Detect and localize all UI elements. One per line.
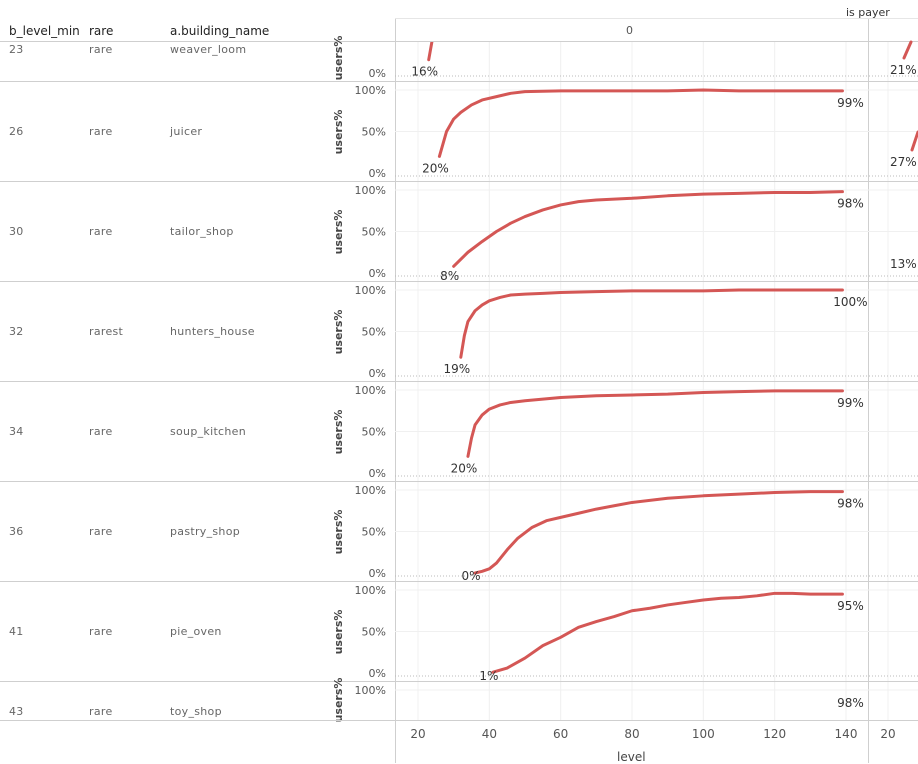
cell-rare: rare	[89, 625, 113, 638]
cell-rare: rare	[89, 425, 113, 438]
cell-building-name: tailor_shop	[170, 225, 234, 238]
cell-rare: rare	[89, 125, 113, 138]
start-value-label: 19%	[443, 362, 470, 376]
y-tick-label: 100%	[355, 684, 386, 697]
series-line-pastry_shop	[473, 490, 844, 575]
cell-level-min: 32	[9, 325, 24, 338]
y-tick-label: 50%	[362, 126, 386, 139]
cell-level-min: 41	[9, 625, 24, 638]
y-tick-label: 100%	[355, 284, 386, 297]
end-value-label: 98%	[837, 497, 864, 511]
y-tick-label: 50%	[362, 526, 386, 539]
y-tick-label: 100%	[355, 184, 386, 197]
x-axis-title: level	[617, 750, 646, 764]
y-axis-title: users%	[332, 36, 345, 81]
cell-building-name: pie_oven	[170, 625, 222, 638]
y-tick-label: 0%	[369, 67, 386, 80]
series-line-soup_kitchen	[466, 389, 844, 458]
x-tick-label: 140	[835, 727, 858, 741]
y-axis-title: users%	[332, 510, 345, 555]
cell-level-min: 43	[9, 705, 24, 718]
start-value-label: 20%	[422, 161, 449, 175]
cell-building-name: pastry_shop	[170, 525, 241, 538]
series-line-toy_shop	[625, 750, 843, 763]
start-value-label: 20%	[451, 461, 478, 475]
y-axis-title: users%	[332, 610, 345, 655]
header-pane-zero: 0	[626, 24, 633, 37]
cell-building-name: toy_shop	[170, 705, 222, 718]
series-line-juicer	[437, 88, 844, 158]
y-tick-label: 100%	[355, 84, 386, 97]
y-tick-label: 50%	[362, 626, 386, 639]
end-value-label: 98%	[837, 696, 864, 710]
header-rare[interactable]: rare	[89, 24, 114, 38]
x-tick-label: 60	[553, 727, 568, 741]
end-value-label: 99%	[837, 396, 864, 410]
cell-rare: rarest	[89, 325, 124, 338]
end-value-label: 95%	[837, 599, 864, 613]
start-value-label: 8%	[440, 269, 459, 283]
pane2-series-line	[902, 40, 913, 60]
series-line-hunters_house	[459, 288, 844, 359]
cell-building-name: hunters_house	[170, 325, 255, 338]
start-value-label: 1%	[479, 669, 498, 683]
y-tick-label: 0%	[369, 167, 386, 180]
cell-level-min: 36	[9, 525, 24, 538]
cell-level-min: 30	[9, 225, 24, 238]
cell-level-min: 34	[9, 425, 24, 438]
cell-building-name: weaver_loom	[170, 43, 247, 56]
pane2-value-label: 27%	[890, 155, 917, 169]
x-tick-label-pane2: 20	[880, 727, 895, 741]
cell-level-min: 26	[9, 125, 24, 138]
x-tick-label: 20	[410, 727, 425, 741]
y-tick-label: 100%	[355, 484, 386, 497]
x-tick-label: 100	[692, 727, 715, 741]
x-tick-label: 120	[763, 727, 786, 741]
series-line-tailor_shop	[452, 190, 844, 268]
header-level-min[interactable]: b_level_min	[9, 24, 80, 38]
cell-rare: rare	[89, 525, 113, 538]
end-value-label: 99%	[837, 96, 864, 110]
y-tick-label: 0%	[369, 567, 386, 580]
y-tick-label: 50%	[362, 226, 386, 239]
cell-rare: rare	[89, 705, 113, 718]
y-tick-label: 0%	[369, 267, 386, 280]
cell-building-name: juicer	[170, 125, 203, 138]
y-tick-label: 0%	[369, 667, 386, 680]
series-line-pie_oven	[491, 591, 844, 674]
y-axis-title: users%	[332, 410, 345, 455]
start-value-label: 16%	[411, 65, 438, 79]
cell-rare: rare	[89, 43, 113, 56]
header-building-name[interactable]: a.building_name	[170, 24, 270, 38]
y-tick-label: 100%	[355, 584, 386, 597]
y-axis-title: users%	[332, 110, 345, 155]
x-tick-label: 80	[624, 727, 639, 741]
y-tick-label: 0%	[369, 467, 386, 480]
series-line-weaver_loom	[427, 42, 434, 62]
header-is-payer[interactable]: is payer	[846, 6, 890, 19]
pane2-value-label: 21%	[890, 63, 917, 77]
cell-level-min: 23	[9, 43, 24, 56]
end-value-label: 100%	[833, 295, 867, 309]
y-tick-label: 0%	[369, 367, 386, 380]
x-tick-label: 40	[482, 727, 497, 741]
start-value-label: 0%	[462, 569, 481, 583]
y-axis-title: users%	[332, 678, 345, 723]
y-tick-label: 50%	[362, 426, 386, 439]
cell-building-name: soup_kitchen	[170, 425, 247, 438]
pane2-series-line	[910, 130, 918, 152]
cell-rare: rare	[89, 225, 113, 238]
y-axis-title: users%	[332, 310, 345, 355]
end-value-label: 98%	[837, 197, 864, 211]
y-tick-label: 100%	[355, 384, 386, 397]
y-axis-title: users%	[332, 210, 345, 255]
y-tick-label: 50%	[362, 326, 386, 339]
pane2-value-label: 13%	[890, 257, 917, 271]
